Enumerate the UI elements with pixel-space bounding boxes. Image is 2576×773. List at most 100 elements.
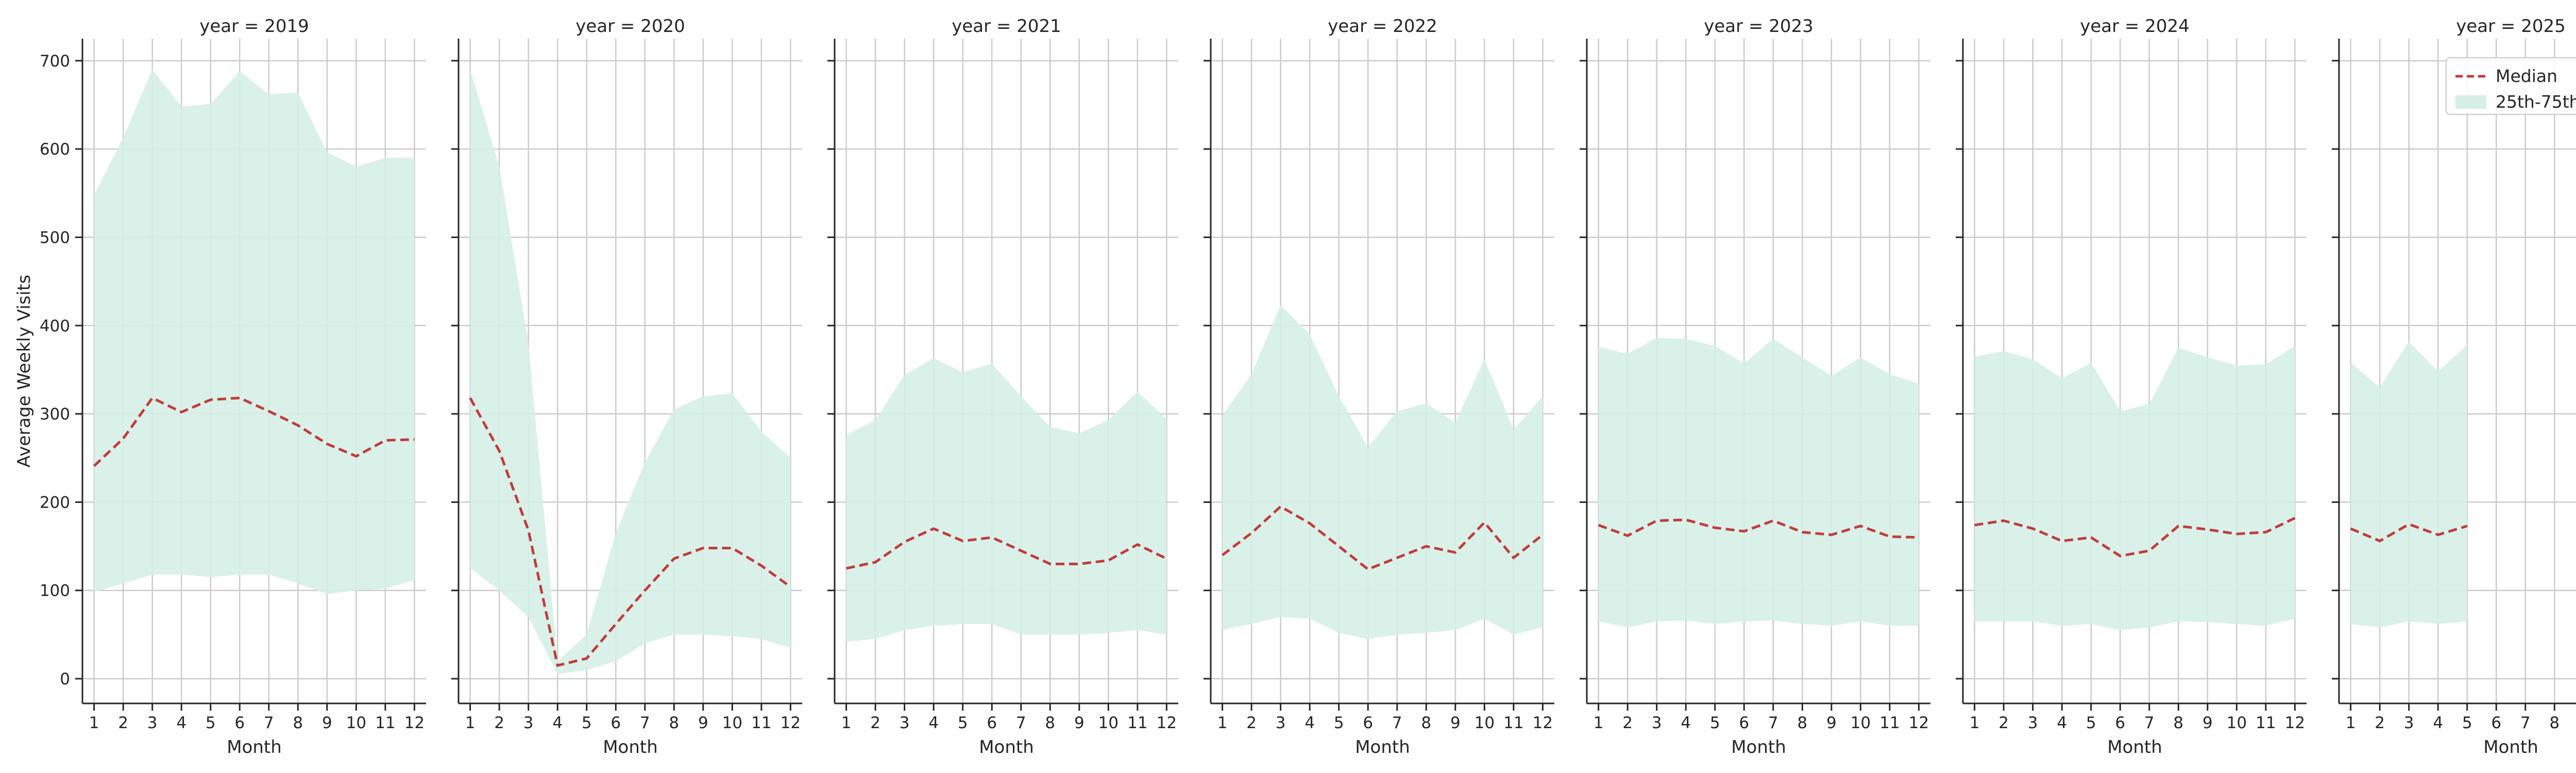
x-tick-label: 10	[2227, 714, 2247, 732]
x-tick-label: 2	[2375, 714, 2385, 732]
x-tick-label: 11	[1879, 714, 1900, 732]
x-tick-label: 7	[2144, 714, 2155, 732]
facet-title: year = 2022	[1328, 16, 1437, 37]
x-tick-label: 8	[669, 714, 679, 732]
x-tick-label: 8	[2549, 714, 2560, 732]
facet-title: year = 2024	[2080, 16, 2189, 37]
x-tick-label: 1	[1594, 714, 1604, 732]
x-tick-label: 5	[2462, 714, 2472, 732]
x-tick-label: 4	[2057, 714, 2067, 732]
x-tick-label: 1	[465, 714, 476, 732]
legend-band-swatch	[2455, 95, 2486, 109]
x-tick-label: 11	[375, 714, 395, 732]
facet-title: year = 2023	[1704, 16, 1813, 37]
x-tick-label: 2	[118, 714, 128, 732]
x-tick-label: 5	[206, 714, 216, 732]
x-tick-label: 12	[2285, 714, 2305, 732]
y-tick-label: 700	[40, 52, 70, 71]
x-tick-label: 7	[264, 714, 274, 732]
legend-label: 25th-75th Percentile	[2496, 92, 2576, 112]
median-line-2020	[469, 397, 791, 667]
x-tick-label: 3	[1276, 714, 1286, 732]
x-tick-label: 3	[147, 714, 158, 732]
percentile-band-2020	[470, 69, 791, 675]
y-tick-label: 100	[40, 582, 70, 600]
x-axis-label: Month	[1355, 737, 1410, 758]
median-line-2021	[846, 527, 1167, 570]
median-line-2019	[93, 396, 415, 467]
x-axis-label: Month	[1731, 737, 1786, 758]
x-tick-label: 1	[1970, 714, 1980, 732]
x-tick-label: 12	[781, 714, 801, 732]
y-tick-label: 300	[40, 405, 70, 424]
facet-title: year = 2025	[2456, 16, 2565, 37]
facet-title: year = 2019	[199, 16, 309, 37]
x-tick-label: 8	[1421, 714, 1431, 732]
x-tick-label: 12	[404, 714, 425, 732]
y-axis-label: Average Weekly Visits	[14, 275, 35, 467]
x-tick-label: 7	[1016, 714, 1026, 732]
x-tick-label: 11	[2256, 714, 2276, 732]
median-line-2025	[2350, 523, 2468, 543]
x-tick-label: 4	[1681, 714, 1691, 732]
x-tick-label: 9	[1074, 714, 1084, 732]
x-tick-label: 9	[322, 714, 332, 732]
x-tick-label: 9	[1450, 714, 1461, 732]
x-tick-label: 7	[1392, 714, 1402, 732]
x-tick-label: 6	[611, 714, 621, 732]
x-tick-label: 10	[1851, 714, 1871, 732]
x-tick-label: 5	[2086, 714, 2096, 732]
x-tick-label: 2	[494, 714, 504, 732]
x-tick-label: 3	[1652, 714, 1662, 732]
x-tick-label: 5	[1710, 714, 1720, 732]
x-tick-label: 8	[2173, 714, 2183, 732]
x-tick-label: 10	[1475, 714, 1495, 732]
x-tick-label: 7	[640, 714, 650, 732]
x-tick-label: 11	[1503, 714, 1523, 732]
legend-label: Median	[2496, 66, 2557, 86]
x-tick-label: 2	[1246, 714, 1257, 732]
x-tick-label: 4	[1304, 714, 1315, 732]
x-tick-label: 12	[1533, 714, 1553, 732]
x-tick-label: 12	[1909, 714, 1929, 732]
x-tick-label: 1	[1217, 714, 1228, 732]
x-tick-label: 11	[751, 714, 771, 732]
x-tick-label: 7	[2520, 714, 2531, 732]
x-tick-label: 4	[552, 714, 563, 732]
x-tick-label: 2	[1998, 714, 2009, 732]
x-tick-label: 10	[346, 714, 366, 732]
y-tick-label: 400	[40, 317, 70, 335]
x-tick-label: 10	[1098, 714, 1118, 732]
x-tick-label: 9	[698, 714, 708, 732]
x-tick-label: 6	[1363, 714, 1373, 732]
x-tick-label: 5	[958, 714, 968, 732]
x-axis-label: Month	[603, 737, 658, 758]
y-tick-label: 600	[40, 140, 70, 159]
x-tick-label: 8	[1045, 714, 1055, 732]
x-tick-label: 4	[2433, 714, 2443, 732]
x-tick-label: 6	[987, 714, 997, 732]
x-axis-label: Month	[2483, 737, 2538, 758]
x-tick-label: 3	[900, 714, 910, 732]
x-tick-label: 4	[928, 714, 939, 732]
x-tick-label: 5	[582, 714, 592, 732]
x-tick-label: 4	[176, 714, 187, 732]
x-tick-label: 6	[2491, 714, 2501, 732]
y-tick-label: 500	[40, 228, 70, 247]
x-tick-label: 3	[523, 714, 534, 732]
y-tick-label: 0	[60, 670, 70, 688]
percentile-band-2022	[1222, 305, 1543, 639]
x-tick-label: 10	[722, 714, 742, 732]
x-tick-label: 9	[1826, 714, 1837, 732]
percentile-band-2023	[1598, 338, 1919, 628]
x-tick-label: 6	[1739, 714, 1749, 732]
percentile-band-2019	[94, 69, 415, 594]
x-tick-label: 6	[234, 714, 245, 732]
